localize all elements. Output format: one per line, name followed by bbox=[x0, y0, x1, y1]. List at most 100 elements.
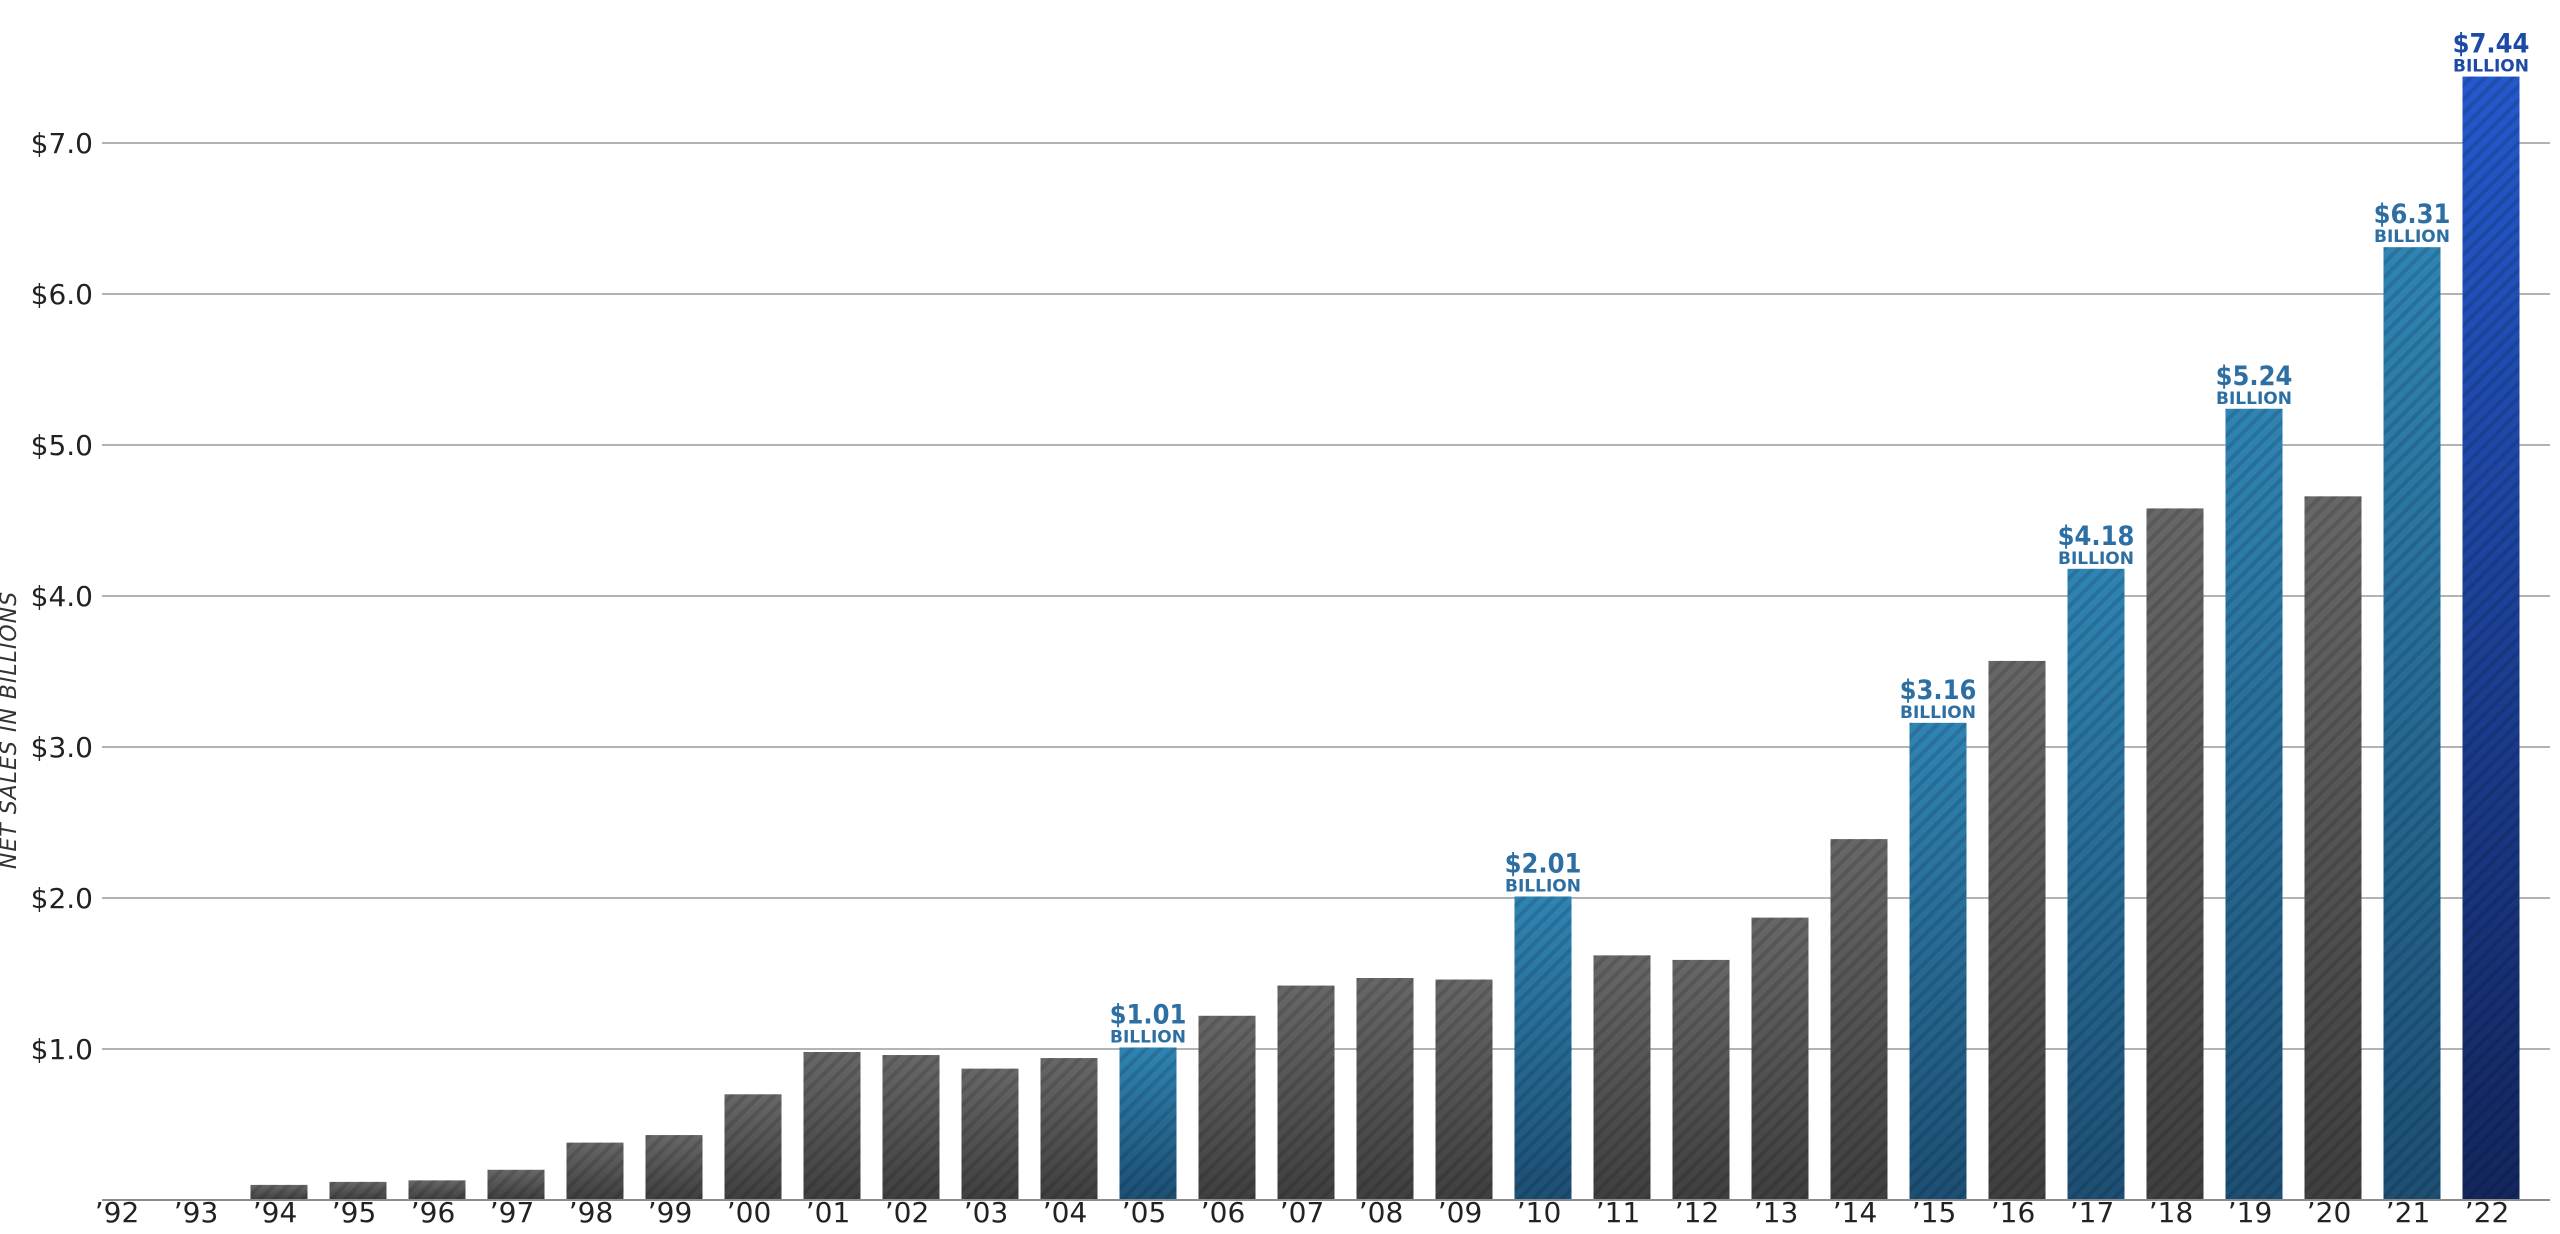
bar-unit-label: BILLION bbox=[1110, 1027, 1186, 1047]
x-tick-label: ’99 bbox=[648, 1196, 693, 1229]
bar-hatch bbox=[645, 1135, 703, 1200]
x-tick-label: ’98 bbox=[569, 1196, 614, 1229]
bar-unit-label: BILLION bbox=[1900, 703, 1976, 723]
bar-value-label: $4.18 bbox=[2058, 521, 2135, 552]
bar bbox=[1198, 1015, 1256, 1200]
x-tick-label: ’95 bbox=[332, 1196, 377, 1229]
bar-hatch bbox=[961, 1068, 1019, 1200]
bar bbox=[1514, 896, 1572, 1200]
bars bbox=[250, 76, 2520, 1201]
bar-hatch bbox=[329, 1181, 387, 1200]
bar-value-label: $5.24 bbox=[2216, 361, 2293, 392]
bar-value-label: $6.31 bbox=[2374, 199, 2451, 230]
bar bbox=[1909, 722, 1967, 1200]
bar-hatch bbox=[2146, 508, 2204, 1200]
bar bbox=[1040, 1058, 1098, 1200]
bar-value-label: $1.01 bbox=[1110, 999, 1187, 1030]
x-tick-label: ’05 bbox=[1122, 1196, 1167, 1229]
x-tick-label: ’14 bbox=[1833, 1196, 1878, 1229]
bar bbox=[408, 1180, 466, 1200]
bar bbox=[2225, 408, 2283, 1200]
bar-value-label: $2.01 bbox=[1505, 848, 1582, 879]
x-tick-label: ’21 bbox=[2386, 1196, 2431, 1229]
bar-hatch bbox=[724, 1094, 782, 1200]
bar-hatch bbox=[2304, 496, 2362, 1201]
x-tick-label: ’09 bbox=[1438, 1196, 1483, 1229]
y-tick-label: $1.0 bbox=[31, 1033, 93, 1066]
x-tick-label: ’10 bbox=[1517, 1196, 1562, 1229]
bar-unit-label: BILLION bbox=[1505, 876, 1581, 896]
bar bbox=[2067, 568, 2125, 1200]
x-tick-label: ’13 bbox=[1754, 1196, 1799, 1229]
x-tick-label: ’11 bbox=[1596, 1196, 1641, 1229]
y-tick-label: $6.0 bbox=[31, 278, 93, 311]
bar-unit-label: BILLION bbox=[2058, 549, 2134, 569]
x-tick-label: ’17 bbox=[2070, 1196, 2115, 1229]
bar bbox=[1988, 660, 2046, 1200]
bar-hatch bbox=[1514, 896, 1572, 1200]
bar-hatch bbox=[1198, 1015, 1256, 1200]
bar-hatch bbox=[1909, 722, 1967, 1200]
bar bbox=[1119, 1047, 1177, 1200]
bar-hatch bbox=[1435, 979, 1493, 1200]
x-tick-label: ’96 bbox=[411, 1196, 456, 1229]
x-tick-label: ’07 bbox=[1280, 1196, 1325, 1229]
bar-hatch bbox=[803, 1052, 861, 1200]
x-tick-label: ’94 bbox=[253, 1196, 298, 1229]
bar bbox=[645, 1135, 703, 1200]
x-tick-label: ’12 bbox=[1675, 1196, 1720, 1229]
bar bbox=[1356, 978, 1414, 1200]
x-tick-label: ’02 bbox=[885, 1196, 930, 1229]
bar-hatch bbox=[1277, 985, 1335, 1200]
bar-hatch bbox=[1040, 1058, 1098, 1200]
value-callouts: $1.01BILLION$2.01BILLION$3.16BILLION$4.1… bbox=[1110, 29, 2530, 1048]
bar bbox=[329, 1181, 387, 1200]
bar bbox=[803, 1052, 861, 1200]
bar-hatch bbox=[1593, 955, 1651, 1200]
bar-hatch bbox=[408, 1180, 466, 1200]
x-tick-label: ’00 bbox=[727, 1196, 772, 1229]
y-tick-label: $4.0 bbox=[31, 580, 93, 613]
bar-hatch bbox=[2067, 568, 2125, 1200]
bar bbox=[487, 1169, 545, 1200]
bar bbox=[1830, 839, 1888, 1200]
bar bbox=[1593, 955, 1651, 1200]
x-tick-label: ’01 bbox=[806, 1196, 851, 1229]
x-tick-label: ’92 bbox=[95, 1196, 140, 1229]
bar bbox=[1672, 959, 1730, 1200]
bar-unit-label: BILLION bbox=[2453, 57, 2529, 77]
bar-unit-label: BILLION bbox=[2374, 227, 2450, 247]
bar bbox=[2146, 508, 2204, 1200]
x-tick-label: ’16 bbox=[1991, 1196, 2036, 1229]
bar-hatch bbox=[2462, 76, 2520, 1200]
y-tick-label: $3.0 bbox=[31, 731, 93, 764]
axes: $1.0 $2.0 $3.0 $4.0 $5.0 $6.0 $7.0 ’92 ’93 ’94 ’95… bbox=[31, 127, 2550, 1229]
bar-hatch bbox=[1356, 978, 1414, 1200]
x-tick-label: ’08 bbox=[1359, 1196, 1404, 1229]
x-tick-label: ’22 bbox=[2465, 1196, 2510, 1229]
bar bbox=[2462, 76, 2520, 1200]
bar-hatch bbox=[250, 1184, 308, 1200]
x-tick-label: ’20 bbox=[2307, 1196, 2352, 1229]
x-tick-label: ’03 bbox=[964, 1196, 1009, 1229]
bar-hatch bbox=[1119, 1047, 1177, 1200]
x-tick-label: ’93 bbox=[174, 1196, 219, 1229]
bar-hatch bbox=[566, 1142, 624, 1200]
bar bbox=[2304, 496, 2362, 1201]
bar-hatch bbox=[1751, 917, 1809, 1200]
bar-hatch bbox=[2225, 408, 2283, 1200]
y-axis-title: NET SALES IN BILLIONS bbox=[0, 591, 22, 869]
bar-hatch bbox=[487, 1169, 545, 1200]
bar-hatch bbox=[1672, 959, 1730, 1200]
bar bbox=[724, 1094, 782, 1200]
bar-hatch bbox=[2383, 247, 2441, 1200]
bar-hatch bbox=[1988, 660, 2046, 1200]
y-tick-label: $2.0 bbox=[31, 882, 93, 915]
x-tick-label: ’06 bbox=[1201, 1196, 1246, 1229]
bar-value-label: $7.44 bbox=[2453, 29, 2530, 60]
bar bbox=[1435, 979, 1493, 1200]
bar bbox=[2383, 247, 2441, 1200]
bar-hatch bbox=[882, 1055, 940, 1200]
